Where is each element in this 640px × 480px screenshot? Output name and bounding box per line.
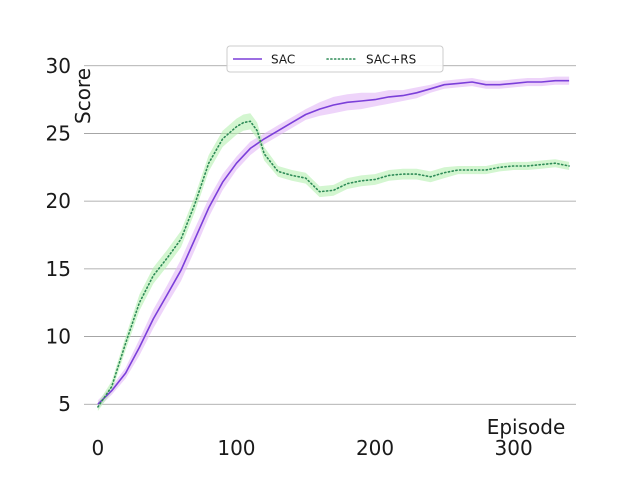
band-sac-rs <box>97 113 570 411</box>
y-tick-30: 30 <box>46 54 71 78</box>
band-sac <box>97 76 570 409</box>
y-tick-15: 15 <box>46 257 71 281</box>
x-tick-200: 200 <box>356 436 394 460</box>
confidence-bands <box>97 76 570 411</box>
legend-label-sac-rs: SAC+RS <box>366 53 416 67</box>
x-tick-0: 0 <box>91 436 104 460</box>
series-line-sac <box>97 79 570 405</box>
gridlines <box>84 65 576 405</box>
y-axis-label: Score <box>71 68 95 124</box>
y-tick-10: 10 <box>46 325 71 349</box>
legend: SAC SAC+RS <box>226 45 444 73</box>
y-tick-labels: 5 10 15 20 25 30 <box>46 54 71 416</box>
y-tick-20: 20 <box>46 189 71 213</box>
x-tick-100: 100 <box>217 436 255 460</box>
x-tick-labels: 0 100 200 300 <box>91 436 532 460</box>
x-axis-label: Episode <box>487 415 566 439</box>
y-tick-25: 25 <box>46 121 71 145</box>
legend-label-sac: SAC <box>271 53 295 67</box>
y-tick-5: 5 <box>58 392 71 416</box>
series-line-sac-rs <box>97 120 570 408</box>
series-lines <box>97 79 570 408</box>
x-tick-300: 300 <box>495 436 533 460</box>
